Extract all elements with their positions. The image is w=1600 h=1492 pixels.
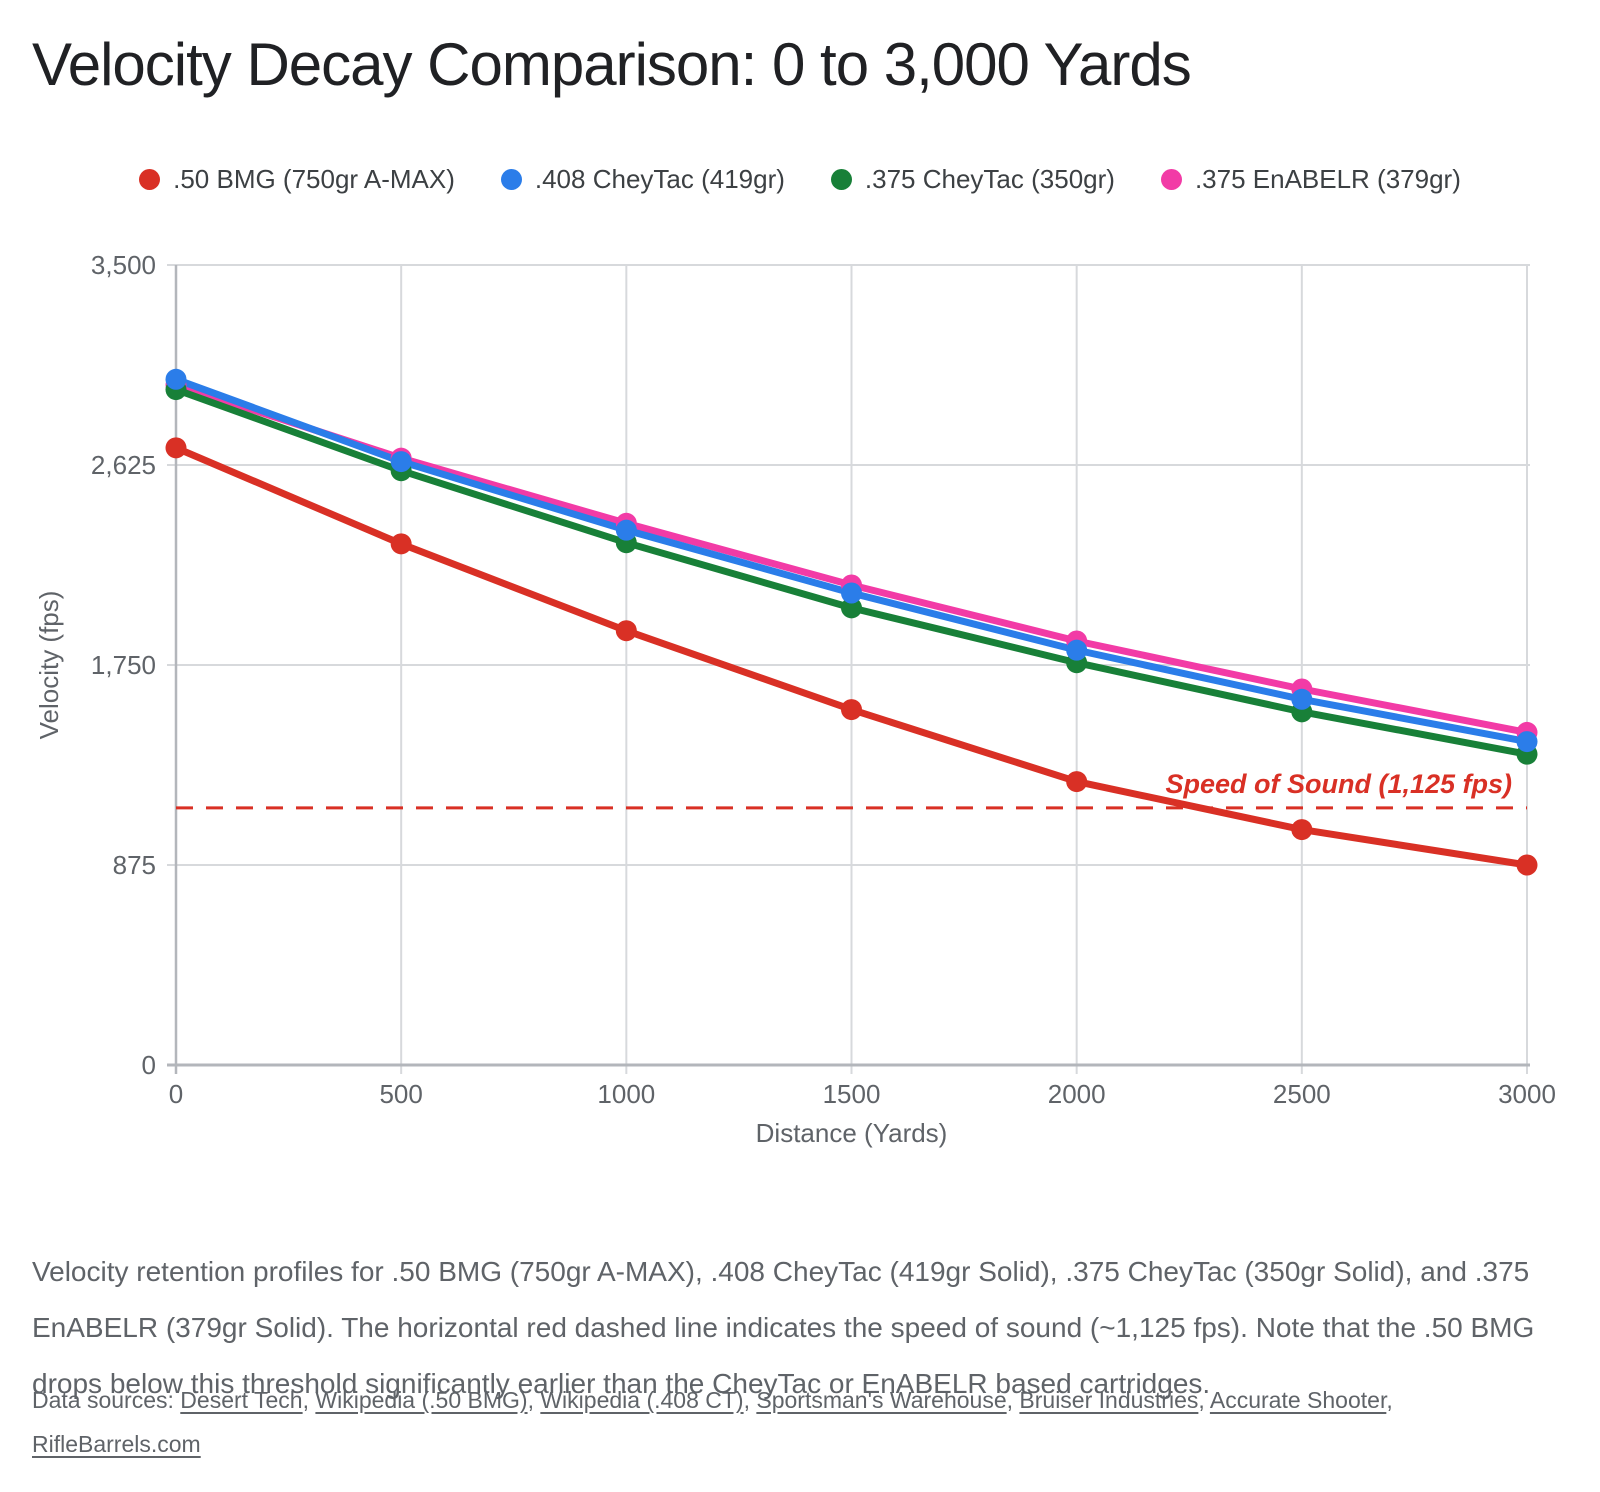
source-link-4[interactable]: Bruiser Industries [1019,1387,1199,1413]
x-axis-tick-labels: 0 500 1000 1500 2000 2500 3000 [169,1079,1556,1109]
chart-legend: .50 BMG (750gr A-MAX) .408 CheyTac (419gr… [0,164,1600,195]
series-points-0 [165,437,1538,876]
svg-text:2500: 2500 [1273,1079,1331,1109]
svg-text:500: 500 [379,1079,422,1109]
source-link-1[interactable]: Wikipedia (.50 BMG) [315,1387,528,1413]
legend-swatch-icon [500,169,522,190]
y-axis-tick-labels: 0 875 1,750 2,625 3,500 [91,250,156,1080]
gridlines [167,264,1530,1074]
series-points-1 [165,368,1538,753]
svg-text:3000: 3000 [1498,1079,1556,1109]
x-axis-title: Distance (Yards) [756,1118,948,1148]
svg-text:1,750: 1,750 [91,650,156,680]
speed-of-sound-annotation: Speed of Sound (1,125 fps) [176,769,1527,810]
legend-label: .375 EnABELR (379gr) [1194,164,1461,194]
legend-label: .50 BMG (750gr A-MAX) [173,164,455,194]
legend-item-0: .50 BMG (750gr A-MAX) [139,164,455,195]
legend-label: .408 CheyTac (419gr) [534,164,785,194]
chart-caption: Velocity retention profiles for .50 BMG … [32,1256,1535,1399]
legend-label: .375 CheyTac (350gr) [864,164,1115,194]
source-link-2[interactable]: Wikipedia (.408 CT) [540,1387,744,1413]
source-link-3[interactable]: Sportsman's Warehouse [756,1387,1007,1413]
source-link-5[interactable]: Accurate Shooter [1209,1387,1387,1413]
chart-title: Velocity Decay Comparison: 0 to 3,000 Ya… [32,31,1192,98]
data-sources-prefix: Data sources: [32,1387,181,1413]
svg-text:3,500: 3,500 [91,250,156,280]
svg-text:0: 0 [169,1079,183,1109]
legend-item-3: .375 EnABELR (379gr) [1160,164,1461,195]
legend-swatch-icon [139,169,161,190]
svg-text:875: 875 [113,850,156,880]
data-sources: Data sources: Desert Tech, Wikipedia (.5… [32,1387,1393,1457]
svg-text:0: 0 [142,1050,156,1080]
svg-text:2000: 2000 [1048,1079,1106,1109]
svg-text:2,625: 2,625 [91,450,156,480]
legend-swatch-icon [1160,169,1182,190]
source-link-6[interactable]: RifleBarrels.com [32,1431,201,1457]
svg-text:1500: 1500 [823,1079,881,1109]
legend-swatch-icon [830,169,852,190]
speed-of-sound-label: Speed of Sound (1,125 fps) [1165,769,1512,799]
y-axis-title: Velocity (fps) [34,591,64,740]
source-link-0[interactable]: Desert Tech [180,1387,303,1413]
svg-text:1000: 1000 [597,1079,655,1109]
legend-item-2: .375 CheyTac (350gr) [830,164,1115,195]
legend-item-1: .408 CheyTac (419gr) [500,164,785,195]
